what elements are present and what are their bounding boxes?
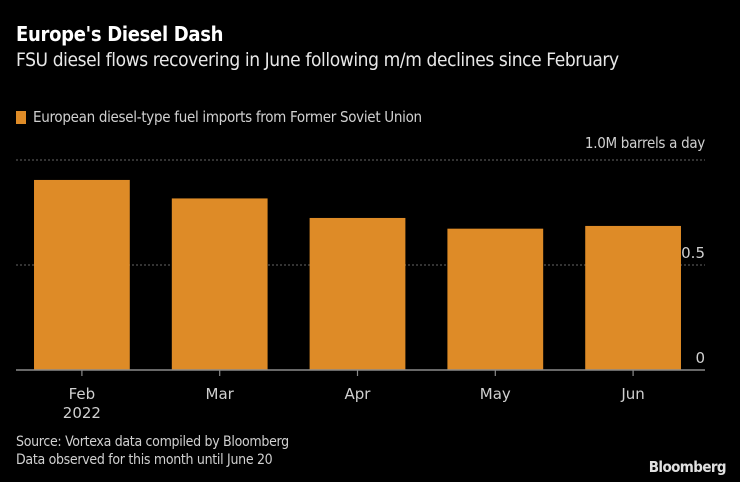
bloomberg-logo: Bloomberg: [648, 458, 727, 476]
legend: European diesel-type fuel imports from F…: [16, 108, 422, 126]
bars: [34, 179, 681, 370]
bar-jun: [585, 225, 681, 370]
chart-title: Europe's Diesel Dash: [16, 22, 224, 46]
x-tick-label: May: [480, 385, 511, 403]
bar-apr: [309, 217, 406, 370]
x-tick-sublabel: 2022: [63, 404, 101, 422]
bar-feb: [34, 179, 130, 370]
legend-swatch: [16, 110, 26, 124]
data-note: Data observed for this month until June …: [16, 452, 273, 468]
x-tick-label: Apr: [345, 385, 372, 403]
y-tick-label: 0: [695, 349, 705, 367]
y-axis-unit-label: 1.0M barrels a day: [584, 134, 705, 152]
footer: Source: Vortexa data compiled by Bloombe…: [16, 433, 289, 469]
chart-subtitle: FSU diesel flows recovering in June foll…: [16, 49, 619, 71]
legend-label: European diesel-type fuel imports from F…: [33, 108, 422, 126]
bar-may: [447, 228, 544, 370]
y-tick-labels: 00.5: [681, 244, 705, 367]
x-tick-label: Jun: [620, 385, 644, 403]
source-note: Source: Vortexa data compiled by Bloombe…: [16, 434, 289, 450]
bar-mar: [171, 198, 268, 370]
x-tick-label: Mar: [206, 385, 235, 403]
x-tick-label: Feb: [69, 385, 96, 403]
y-tick-label: 0.5: [681, 244, 705, 262]
